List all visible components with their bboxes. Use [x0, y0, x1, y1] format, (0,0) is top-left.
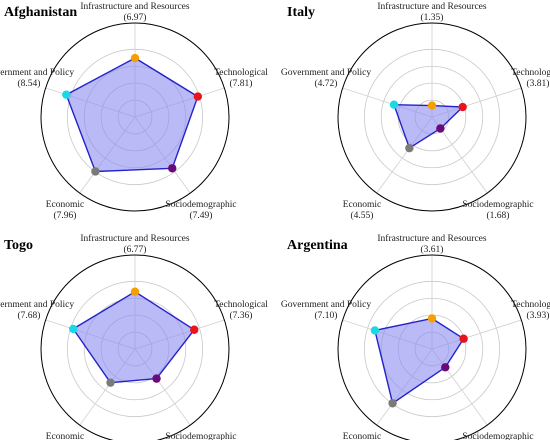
- outer-ring: [40, 254, 230, 440]
- axis-value-government-and-policy: (7.68): [18, 310, 41, 321]
- data-polygon: [374, 317, 465, 405]
- data-point-economic: [388, 399, 397, 408]
- panel-title: Togo: [4, 238, 33, 253]
- data-point-infrastructure-and-resources: [427, 101, 437, 110]
- data-point-economic: [91, 167, 100, 176]
- axis-label-infrastructure-and-resources: Infrastructure and Resources: [80, 1, 190, 12]
- axis-value-infrastructure-and-resources: (6.97): [124, 12, 147, 23]
- axis-value-economic: (7.96): [54, 210, 77, 221]
- axis-value-technological: (3.93): [527, 310, 550, 321]
- axis-label-sociodemographic: Sociodemographic: [462, 200, 533, 210]
- axis-value-government-and-policy: (8.54): [18, 78, 41, 89]
- data-point-infrastructure-and-resources: [130, 53, 140, 63]
- outer-ring: [337, 254, 527, 440]
- panel-title: Italy: [287, 5, 315, 20]
- axis-value-economic: (4.55): [351, 210, 374, 221]
- axis-value-sociodemographic: (7.49): [190, 210, 213, 221]
- axis-value-technological: (7.81): [230, 78, 253, 89]
- axis-label-economic: Economic: [343, 432, 382, 440]
- radar-panel-italy: Infrastructure and Resources(1.35) Techno…: [281, 1, 550, 221]
- outer-ring: [40, 22, 230, 212]
- axis-label-infrastructure-and-resources: Infrastructure and Resources: [80, 233, 190, 244]
- data-point-economic: [106, 378, 115, 387]
- data-point-government-and-policy: [69, 324, 78, 334]
- panel-title: Afghanistan: [4, 5, 77, 20]
- data-point-sociodemographic: [168, 164, 177, 173]
- data-point-technological: [190, 325, 199, 334]
- axis-label-government-and-policy: Government and Policy: [281, 68, 371, 78]
- data-point-sociodemographic: [436, 124, 445, 133]
- axis-value-government-and-policy: (7.10): [315, 310, 338, 321]
- axis-value-technological: (7.36): [230, 310, 253, 321]
- axis-label-infrastructure-and-resources: Infrastructure and Resources: [377, 1, 487, 12]
- axis-label-economic: Economic: [46, 200, 85, 210]
- axis-label-government-and-policy: Government and Policy: [0, 68, 74, 78]
- radar-panel-togo: Infrastructure and Resources(6.77) Techno…: [0, 233, 268, 440]
- axis-label-technological: Technological: [511, 300, 550, 310]
- axis-label-technological: Technological: [511, 68, 550, 78]
- axis-label-sociodemographic: Sociodemographic: [462, 432, 533, 440]
- data-polygon: [65, 57, 199, 173]
- data-point-economic: [405, 143, 414, 153]
- data-point-infrastructure-and-resources: [427, 314, 437, 323]
- axis-value-technological: (3.81): [527, 78, 550, 89]
- data-point-technological: [193, 92, 203, 101]
- data-point-infrastructure-and-resources: [130, 287, 140, 296]
- axis-label-sociodemographic: Sociodemographic: [165, 432, 236, 440]
- data-polygon: [72, 290, 196, 384]
- axis-value-infrastructure-and-resources: (6.77): [124, 244, 147, 255]
- data-point-government-and-policy: [370, 326, 380, 335]
- panel-title: Argentina: [287, 238, 348, 253]
- data-point-government-and-policy: [389, 100, 399, 109]
- axis-label-economic: Economic: [343, 200, 382, 210]
- data-point-sociodemographic: [441, 363, 450, 372]
- data-point-technological: [459, 334, 468, 343]
- axis-label-technological: Technological: [214, 68, 268, 78]
- data-point-government-and-policy: [62, 90, 71, 99]
- axis-label-government-and-policy: Government and Policy: [281, 300, 371, 310]
- axis-value-infrastructure-and-resources: (3.61): [421, 244, 444, 255]
- data-point-sociodemographic: [152, 374, 161, 383]
- axis-value-government-and-policy: (4.72): [315, 78, 338, 89]
- axis-label-government-and-policy: Government and Policy: [0, 300, 74, 310]
- axis-label-economic: Economic: [46, 432, 85, 440]
- axis-label-technological: Technological: [214, 300, 268, 310]
- axis-label-sociodemographic: Sociodemographic: [165, 200, 236, 210]
- axis-value-sociodemographic: (1.68): [487, 210, 510, 221]
- outer-ring: [337, 22, 527, 212]
- radar-panel-afghanistan: Infrastructure and Resources(6.97) Techno…: [0, 1, 268, 221]
- axis-label-infrastructure-and-resources: Infrastructure and Resources: [377, 233, 487, 244]
- axis-value-infrastructure-and-resources: (1.35): [421, 12, 444, 23]
- radar-panel-argentina: Infrastructure and Resources(3.61) Techno…: [281, 233, 550, 440]
- data-point-technological: [458, 102, 467, 112]
- data-polygon: [393, 103, 465, 150]
